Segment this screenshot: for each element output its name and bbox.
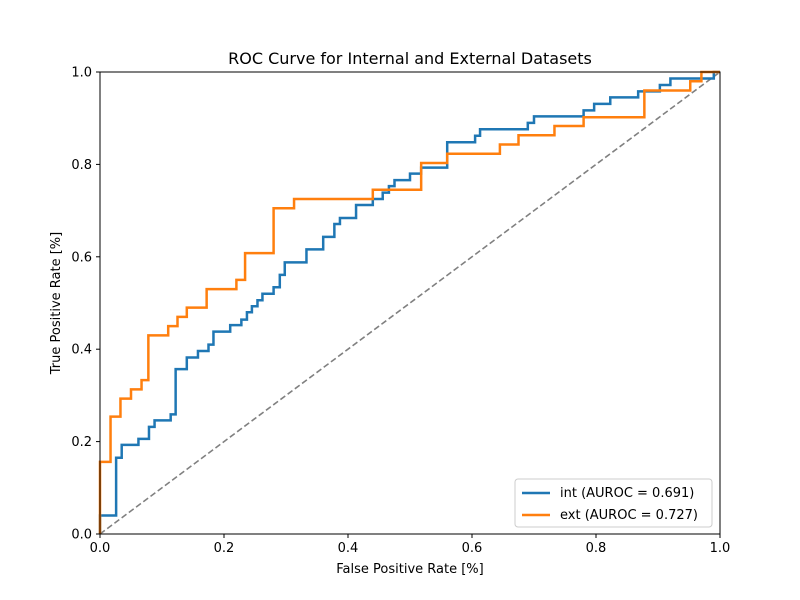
x-axis-label: False Positive Rate [%]	[336, 562, 483, 577]
y-axis-label: True Positive Rate [%]	[49, 232, 64, 375]
y-tick-label: 0.4	[71, 343, 92, 358]
series-line-ext	[98, 70, 720, 534]
legend: int (AUROC = 0.691) ext (AUROC = 0.727)	[514, 478, 713, 528]
x-tick-label: 0.0	[90, 541, 111, 556]
plot-frame	[99, 71, 721, 535]
x-tick-label: 1.0	[710, 541, 731, 556]
chart-title: ROC Curve for Internal and External Data…	[228, 49, 592, 68]
y-tick-label: 0.2	[71, 435, 92, 450]
x-tick-label: 0.4	[338, 541, 359, 556]
legend-label-int: int (AUROC = 0.691)	[560, 486, 694, 501]
x-tick-label: 0.6	[462, 541, 483, 556]
series-layer	[98, 70, 721, 535]
y-tick-label: 1.0	[71, 66, 92, 81]
x-tick-label: 0.2	[214, 541, 235, 556]
plot-area	[98, 70, 721, 535]
series-line-int	[98, 70, 720, 534]
chance-diagonal-line	[99, 71, 721, 535]
legend-box	[514, 478, 713, 528]
y-tick-label: 0.6	[71, 250, 92, 265]
y-tick-label: 0.0	[71, 528, 92, 543]
x-axis-ticks: 0.0 0.2 0.4 0.6 0.8 1.0	[90, 534, 731, 556]
legend-label-ext: ext (AUROC = 0.727)	[560, 508, 698, 523]
y-axis-ticks: 0.0 0.2 0.4 0.6 0.8 1.0	[71, 66, 100, 543]
x-tick-label: 0.8	[586, 541, 607, 556]
y-tick-label: 0.8	[71, 158, 92, 173]
